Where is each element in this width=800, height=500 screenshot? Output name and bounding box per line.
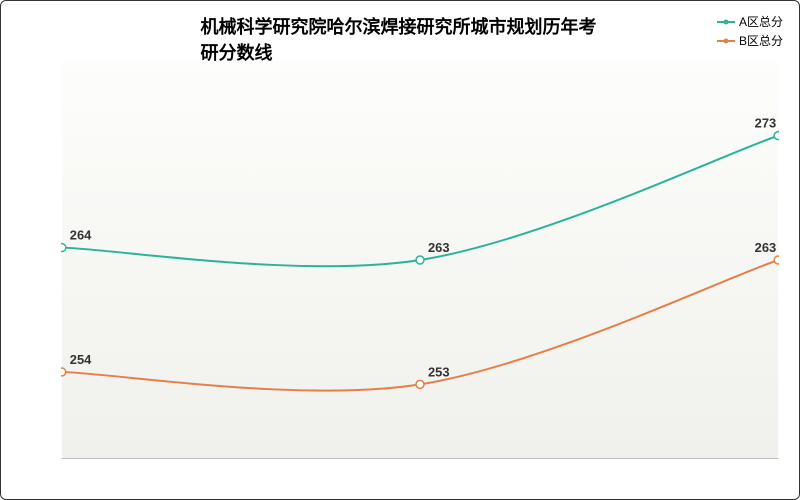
data-marker xyxy=(61,244,66,252)
legend-item-a: A区总分 xyxy=(717,13,783,30)
data-marker xyxy=(416,380,424,388)
legend-label-b: B区总分 xyxy=(739,32,783,49)
data-label: 253 xyxy=(428,364,450,379)
legend-swatch-a xyxy=(717,21,735,23)
data-label: 254 xyxy=(70,352,92,367)
data-marker xyxy=(416,256,424,264)
plot-area: 247253.4259.8266.2272.6279 2020年2021年202… xyxy=(61,61,779,459)
data-marker xyxy=(774,256,779,264)
data-label: 264 xyxy=(70,228,92,243)
data-label: 263 xyxy=(755,240,777,255)
chart-container: 机械科学研究院哈尔滨焊接研究所城市规划历年考研分数线 A区总分 B区总分 247… xyxy=(0,0,800,500)
data-marker xyxy=(774,132,779,140)
legend-label-a: A区总分 xyxy=(739,13,783,30)
chart-svg: 247253.4259.8266.2272.6279 2020年2021年202… xyxy=(61,61,779,459)
data-label: 263 xyxy=(428,240,450,255)
data-marker xyxy=(61,368,66,376)
data-label: 273 xyxy=(755,116,777,131)
legend-item-b: B区总分 xyxy=(717,32,783,49)
chart-title: 机械科学研究院哈尔滨焊接研究所城市规划历年考研分数线 xyxy=(201,13,600,65)
legend-swatch-b xyxy=(717,40,735,42)
legend: A区总分 B区总分 xyxy=(717,13,783,51)
